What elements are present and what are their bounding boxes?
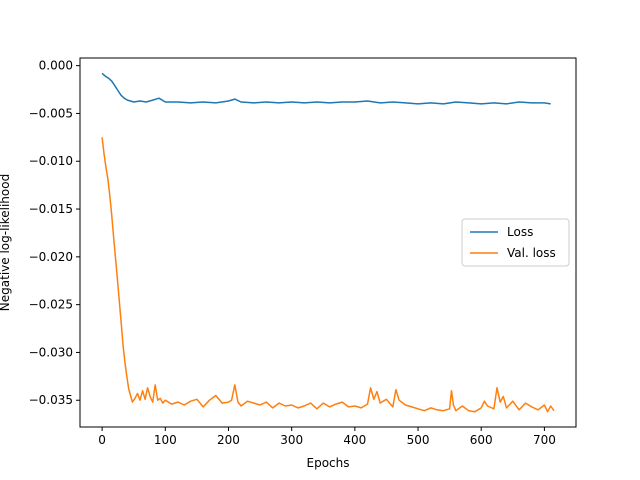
y-tick-label: −0.005 bbox=[29, 106, 73, 120]
series-layer bbox=[101, 72, 555, 413]
legend-label: Loss bbox=[507, 225, 533, 239]
x-tick-label: 700 bbox=[533, 433, 556, 447]
x-tick-label: 200 bbox=[217, 433, 240, 447]
x-tick-label: 500 bbox=[407, 433, 430, 447]
y-tick-label: −0.025 bbox=[29, 298, 73, 312]
y-tick-label: −0.020 bbox=[29, 250, 73, 264]
x-tick-label: 0 bbox=[98, 433, 106, 447]
x-axis: 0 100 200 300 400 500 600 700 bbox=[98, 427, 556, 447]
y-tick-label: −0.035 bbox=[29, 393, 73, 407]
y-axis: 0.000 −0.005 −0.010 −0.015 −0.020 −0.025 −0.03… bbox=[29, 59, 80, 407]
x-tick-label: 100 bbox=[154, 433, 177, 447]
y-tick-label: −0.030 bbox=[29, 345, 73, 359]
y-axis-label: Negative log-likelihood bbox=[0, 174, 12, 311]
x-tick-label: 400 bbox=[343, 433, 366, 447]
series-line-val-loss bbox=[101, 137, 555, 413]
legend: Loss Val. loss bbox=[461, 218, 570, 267]
plot-frame bbox=[79, 57, 577, 428]
series-line-loss bbox=[101, 72, 551, 105]
x-tick-label: 300 bbox=[280, 433, 303, 447]
y-tick-label: −0.010 bbox=[29, 154, 73, 168]
x-tick-label: 600 bbox=[470, 433, 493, 447]
y-tick-label: −0.015 bbox=[29, 202, 73, 216]
y-tick-label: 0.000 bbox=[39, 59, 73, 73]
x-axis-label: Epochs bbox=[307, 456, 350, 470]
legend-box bbox=[461, 218, 570, 267]
legend-label: Val. loss bbox=[507, 246, 556, 260]
